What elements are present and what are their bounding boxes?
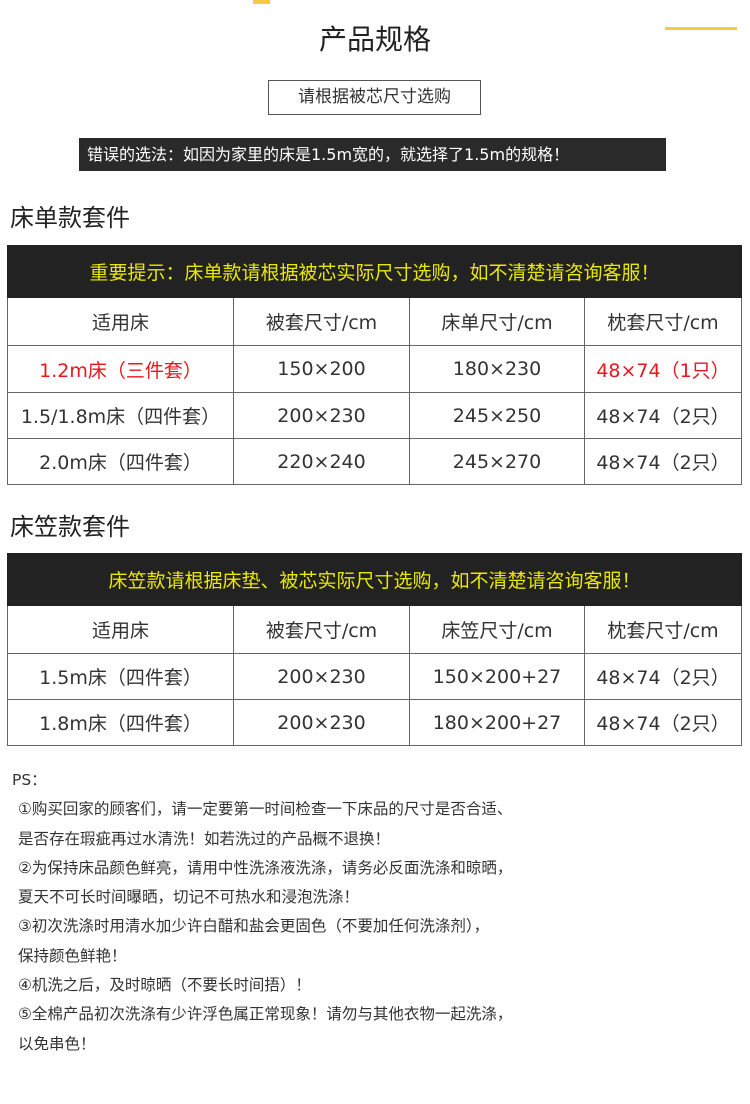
table-row: 1.8m床（四件套） 200×230 180×200+27 48×74（2只） bbox=[7, 699, 743, 746]
table-header-row: 适用床 被套尺寸/cm 床单尺寸/cm 枕套尺寸/cm bbox=[7, 297, 743, 346]
cell: 150×200+27 bbox=[409, 653, 585, 700]
page-title: 产品规格 bbox=[318, 23, 431, 56]
ps-line: ③初次洗涤时用清水加少许白醋和盐会更固色（不要加任何洗涤剂）， bbox=[18, 917, 490, 936]
cell: 48×74（2只） bbox=[583, 653, 743, 700]
header-cell: 被套尺寸/cm bbox=[233, 297, 410, 346]
sheet-size-table: 重要提示：床单款请根据被芯实际尺寸选购，如不清楚请咨询客服！ 适用床 被套尺寸/c… bbox=[6, 245, 743, 485]
fitted-size-table: 床笠款请根据床垫、被芯实际尺寸选购，如不清楚请咨询客服！ 适用床 被套尺寸/cm 床… bbox=[6, 553, 743, 746]
header-cell: 适用床 bbox=[7, 297, 234, 346]
table-row: 1.2m床（三件套） 150×200 180×230 48×74（1只） bbox=[7, 345, 743, 393]
cell: 1.5/1.8m床（四件套） bbox=[7, 392, 234, 439]
ps-line: ④机洗之后，及时晾晒（不要长时间捂）！ bbox=[18, 976, 311, 995]
cell: 200×230 bbox=[233, 653, 410, 700]
cell: 245×250 bbox=[409, 392, 585, 439]
header-cell: 床单尺寸/cm bbox=[409, 297, 585, 346]
cell: 180×230 bbox=[409, 345, 585, 393]
cell: 200×230 bbox=[233, 392, 410, 439]
notice-banner: 床笠款请根据床垫、被芯实际尺寸选购，如不清楚请咨询客服！ bbox=[6, 553, 743, 606]
warning-banner: 错误的选法：如因为家里的床是1.5m宽的，就选择了1.5m的规格！ bbox=[79, 138, 666, 171]
ps-line: ⑤全棉产品初次洗涤有少许浮色属正常现象！请勿与其他衣物一起洗涤， bbox=[18, 1005, 513, 1024]
cell: 1.2m床（三件套） bbox=[7, 345, 234, 393]
header-cell: 床笠尺寸/cm bbox=[409, 605, 585, 654]
section-title-sheet: 床单款套件 bbox=[10, 204, 130, 232]
ps-line: 夏天不可长时间曝晒，切记不可热水和浸泡洗涤！ bbox=[18, 888, 360, 907]
ps-line: ②为保持床品颜色鲜亮，请用中性洗涤液洗涤，请务必反面洗涤和晾晒， bbox=[18, 858, 513, 877]
cell: 1.5m床（四件套） bbox=[7, 653, 234, 700]
cell: 48×74（2只） bbox=[583, 438, 743, 485]
header-cell: 枕套尺寸/cm bbox=[583, 297, 743, 346]
cell: 1.8m床（四件套） bbox=[7, 699, 234, 746]
ps-line: 是否存在瑕疵再过水清洗！如若洗过的产品概不退换！ bbox=[18, 829, 391, 848]
decor-bar bbox=[665, 27, 737, 30]
notice-banner: 重要提示：床单款请根据被芯实际尺寸选购，如不清楚请咨询客服！ bbox=[6, 245, 743, 298]
cell: 245×270 bbox=[409, 438, 585, 485]
cell: 48×74（2只） bbox=[583, 392, 743, 439]
cell: 200×230 bbox=[233, 699, 410, 746]
size-guide-label: 请根据被芯尺寸选购 bbox=[268, 80, 481, 115]
ps-line: ①购买回家的顾客们，请一定要第一时间检查一下床品的尺寸是否合适、 bbox=[18, 800, 513, 819]
cell: 2.0m床（四件套） bbox=[7, 438, 234, 485]
header-cell: 被套尺寸/cm bbox=[233, 605, 410, 654]
cell: 150×200 bbox=[233, 345, 410, 393]
cell: 180×200+27 bbox=[409, 699, 585, 746]
section-title-fitted: 床笠款套件 bbox=[10, 513, 130, 541]
ps-line: 以免串色！ bbox=[18, 1034, 96, 1053]
decor-bar bbox=[253, 0, 270, 4]
ps-line: 保持颜色鲜艳！ bbox=[18, 946, 127, 965]
cell: 48×74（2只） bbox=[583, 699, 743, 746]
ps-label: PS： bbox=[12, 771, 47, 789]
table-row: 1.5m床（四件套） 200×230 150×200+27 48×74（2只） bbox=[7, 653, 743, 700]
header-cell: 适用床 bbox=[7, 605, 234, 654]
cell: 48×74（1只） bbox=[583, 345, 743, 393]
cell: 220×240 bbox=[233, 438, 410, 485]
table-row: 1.5/1.8m床（四件套） 200×230 245×250 48×74（2只） bbox=[7, 392, 743, 439]
table-row: 2.0m床（四件套） 220×240 245×270 48×74（2只） bbox=[7, 438, 743, 485]
table-header-row: 适用床 被套尺寸/cm 床笠尺寸/cm 枕套尺寸/cm bbox=[7, 605, 743, 654]
header-cell: 枕套尺寸/cm bbox=[583, 605, 743, 654]
ps-notes: PS： ①购买回家的顾客们，请一定要第一时间检查一下床品的尺寸是否合适、 是否存… bbox=[12, 766, 513, 1059]
